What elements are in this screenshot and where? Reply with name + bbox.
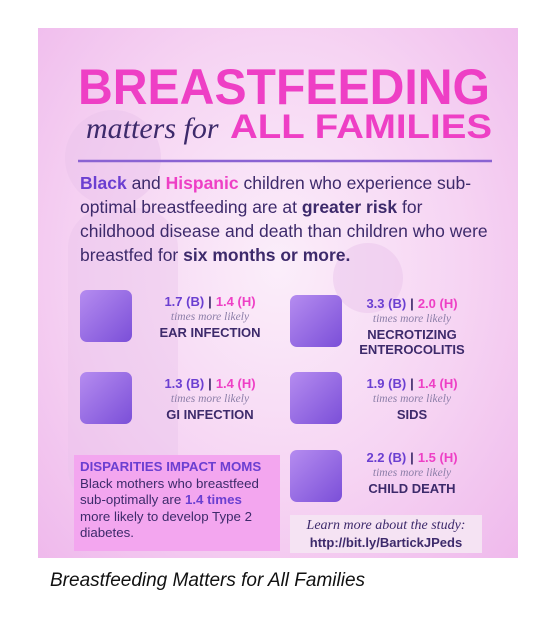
stat-numbers: 2.2 (B) | 1.5 (H): [337, 450, 487, 465]
icon: [80, 290, 132, 342]
black-ratio: 1.3 (B): [164, 376, 205, 391]
separator: |: [410, 450, 414, 465]
black-ratio: 1.9 (B): [366, 376, 407, 391]
intro-text: and: [126, 173, 166, 193]
black-ratio: 3.3 (B): [366, 296, 407, 311]
text: Black mothers who breastfeed sub-optimal…: [80, 475, 259, 508]
learn-more-text: Learn more about the study:: [306, 518, 466, 533]
separator: |: [410, 376, 414, 391]
disparities-title: DISPARITIES IMPACT MOMS: [80, 459, 262, 474]
stat-numbers: 1.3 (B) | 1.4 (H): [135, 376, 285, 391]
caption: Breastfeeding Matters for All Families: [50, 570, 366, 591]
stat: 2.2 (B) | 1.5 (H) times more likely CHILD DE…: [337, 450, 487, 496]
disparities: DISPARITIES IMPACT MOMS Black mothers wh…: [74, 455, 280, 551]
icon: [290, 295, 342, 347]
stat-numbers: 3.3 (B) | 2.0 (H): [337, 296, 487, 311]
stat: 1.9 (B) | 1.4 (H) times more likely SIDS: [337, 376, 487, 422]
stat: 1.3 (B) | 1.4 (H) times more likely GI INFEC…: [135, 376, 285, 422]
disparities-text: Black mothers who breastfeed sub-optimal…: [80, 476, 274, 542]
stat-note: times more likely: [372, 467, 452, 479]
intro-text: Hispanic: [165, 173, 239, 193]
stat-label: GI INFECTION: [166, 407, 254, 422]
black-ratio: 2.2 (B): [366, 450, 407, 465]
stat-note: times more likely: [372, 393, 452, 405]
learn-more: Learn more about the study: http://bit.l…: [290, 515, 482, 553]
intro-text: for childhood disease and death than chi…: [80, 197, 488, 265]
stat-numbers: 1.7 (B) | 1.4 (H): [135, 294, 285, 309]
text: 1.4 times: [184, 492, 242, 507]
stat: 3.3 (B) | 2.0 (H) times more likely NECROTIZ…: [337, 296, 487, 357]
stat-note: times more likely: [170, 311, 250, 323]
separator: |: [410, 296, 414, 311]
hispanic-ratio: 1.4 (H): [215, 294, 256, 309]
stat-label: CHILD DEATH: [368, 481, 456, 496]
hispanic-ratio: 1.5 (H): [417, 450, 458, 465]
stat-note: times more likely: [372, 313, 452, 325]
stat-label: SIDS: [396, 407, 428, 422]
silhouette: [65, 110, 161, 206]
hispanic-ratio: 1.4 (H): [215, 376, 256, 391]
separator: |: [208, 294, 212, 309]
hispanic-ratio: 1.4 (H): [417, 376, 458, 391]
subtitle-bold: ALL FAMILIES: [230, 108, 492, 146]
intro-text: six months or more.: [183, 245, 351, 265]
icon: [290, 450, 342, 502]
silhouette: [333, 243, 403, 313]
text: more likely to develop Type 2 diabetes.: [80, 508, 252, 541]
intro: Black and Hispanic children who experien…: [80, 171, 498, 267]
stat-label: EAR INFECTION: [159, 325, 261, 340]
header: BREASTFEEDING matters for ALL FAMILIES: [65, 59, 492, 508]
intro-text: Black: [80, 173, 127, 193]
icon: [80, 372, 132, 424]
silhouette: [68, 208, 178, 508]
black-ratio: 1.7 (B): [164, 294, 205, 309]
infographic: BREASTFEEDING matters for ALL FAMILIES B…: [38, 28, 518, 558]
intro-text: children who experience sub-optimal brea…: [80, 173, 472, 217]
icon: [290, 372, 342, 424]
hispanic-ratio: 2.0 (H): [417, 296, 458, 311]
stat-note: times more likely: [170, 393, 250, 405]
separator: |: [208, 376, 212, 391]
learn-more-url[interactable]: http://bit.ly/BartickJPeds: [309, 535, 463, 550]
stat-label: NECROTIZING ENTEROCOLITIS: [359, 327, 465, 357]
title: BREASTFEEDING: [78, 59, 490, 115]
intro-text: greater risk: [301, 197, 398, 217]
stat: 1.7 (B) | 1.4 (H) times more likely EAR INFE…: [135, 294, 285, 340]
stat-numbers: 1.9 (B) | 1.4 (H): [337, 376, 487, 391]
subtitle-italic: matters for: [86, 112, 219, 145]
